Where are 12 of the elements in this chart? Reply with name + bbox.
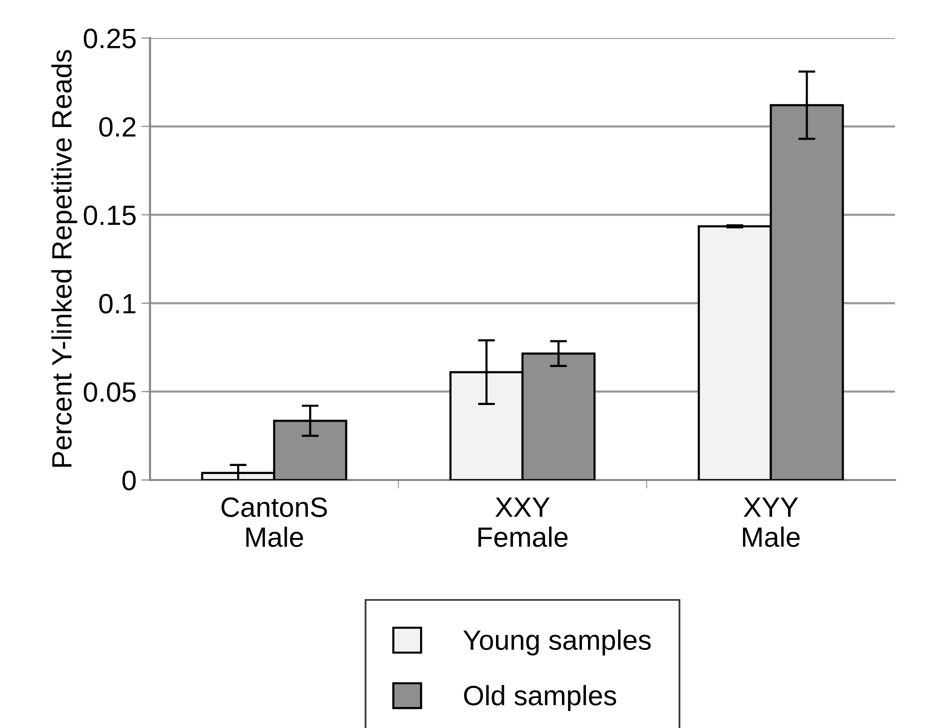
y-tick-label: 0 bbox=[122, 470, 136, 490]
y-axis-title: Percent Y-linked Repetitive Reads bbox=[51, 50, 78, 467]
y-tick-label: 0.15 bbox=[84, 205, 136, 226]
x-tick-label: XYY Male bbox=[743, 498, 800, 547]
legend-label: Young samples bbox=[463, 630, 651, 656]
y-tick-label: 0.1 bbox=[99, 294, 136, 314]
x-tick-label: CantonS Male bbox=[222, 497, 327, 547]
y-tick-label: 0.25 bbox=[84, 28, 136, 48]
legend-label: Old samples bbox=[464, 685, 616, 711]
x-tick-label: XXY Female bbox=[478, 498, 568, 547]
y-tick-label: 0.2 bbox=[99, 117, 136, 137]
y-tick-label: 0.05 bbox=[84, 382, 136, 402]
